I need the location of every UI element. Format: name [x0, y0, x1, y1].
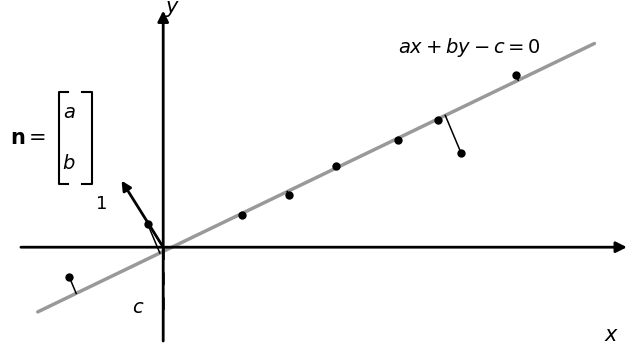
Text: $\mathbf{n} = $: $\mathbf{n} = $ [10, 128, 47, 148]
Text: $b$: $b$ [62, 154, 76, 173]
Text: $c$: $c$ [132, 298, 145, 317]
Text: $ax + by - c = 0$: $ax + by - c = 0$ [397, 36, 540, 59]
Text: $1$: $1$ [95, 194, 107, 212]
Text: $y$: $y$ [165, 0, 180, 19]
Text: $a$: $a$ [63, 103, 76, 122]
Text: $x$: $x$ [604, 325, 619, 345]
